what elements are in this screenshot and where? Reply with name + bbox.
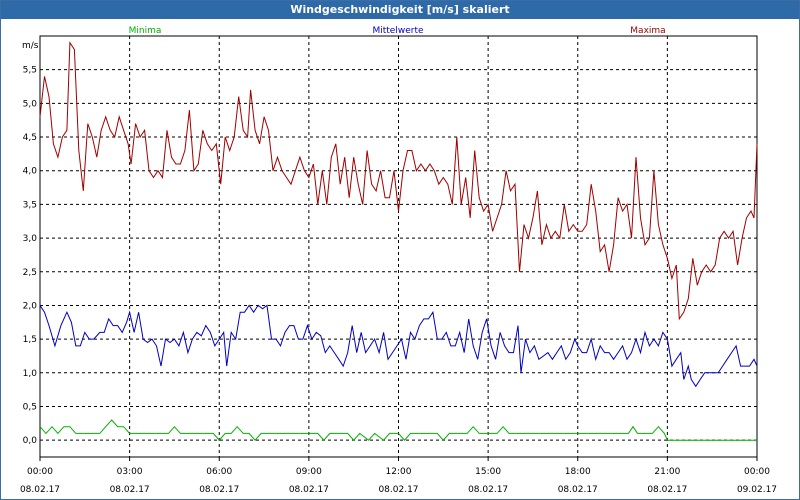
legend-minima: Minima — [129, 26, 162, 36]
y-tick-label: 5,0 — [23, 99, 38, 109]
y-tick-label: 3,5 — [23, 200, 37, 210]
chart-grid — [40, 36, 757, 457]
x-tick-time: 18:00 — [565, 467, 591, 477]
x-tick-date: 08.02.17 — [199, 485, 239, 495]
y-tick-label: 2,0 — [23, 301, 38, 311]
x-tick-time: 09:00 — [296, 467, 322, 477]
y-tick-label: 3,0 — [23, 234, 38, 244]
x-tick-date: 08.02.17 — [647, 485, 687, 495]
legend: Minima Mittelwerte Maxima — [129, 26, 666, 36]
x-tick-time: 12:00 — [386, 467, 412, 477]
x-tick-time: 21:00 — [654, 467, 680, 477]
series-lines — [39, 41, 758, 441]
x-tick-date: 08.02.17 — [110, 485, 150, 495]
series-maxima — [39, 41, 758, 321]
y-tick-label: 2,5 — [23, 268, 37, 278]
y-tick-label: 0,0 — [23, 436, 38, 446]
x-tick-date: 08.02.17 — [378, 485, 418, 495]
x-tick-date: 08.02.17 — [20, 485, 60, 495]
y-tick-label: 0,5 — [23, 402, 37, 412]
y-tick-label: 1,0 — [23, 369, 38, 379]
x-tick-time: 03:00 — [117, 467, 143, 477]
x-axis-ticks: 00:00 08.02.17 03:00 08.02.17 06:00 08.02.17 0… — [20, 457, 777, 495]
x-tick-date: 09.02.17 — [737, 485, 777, 495]
y-tick-label: 5,5 — [23, 66, 37, 76]
x-tick-time: 15:00 — [475, 467, 501, 477]
x-tick-date: 08.02.17 — [468, 485, 508, 495]
x-tick-time: 00:00 — [27, 467, 53, 477]
legend-mittelwerte: Mittelwerte — [372, 26, 423, 36]
y-tick-label: 1,5 — [23, 335, 37, 345]
x-tick-date: 08.02.17 — [558, 485, 598, 495]
x-tick-date: 08.02.17 — [289, 485, 329, 495]
y-tick-label: 4,5 — [23, 133, 37, 143]
x-tick-time: 06:00 — [206, 467, 232, 477]
y-axis-ticks: 0,0 0,5 1,0 1,5 2,0 2,5 3,0 3,5 4,0 4,5 5,0 5,5 — [23, 66, 38, 446]
y-axis-label: m/s — [22, 41, 39, 51]
window-title: Windgeschwindigkeit [m/s] skaliert — [1, 1, 799, 19]
x-tick-time: 00:00 — [744, 467, 770, 477]
y-tick-label: 4,0 — [23, 167, 38, 177]
legend-maxima: Maxima — [630, 26, 665, 36]
series-minima — [39, 419, 757, 441]
series-mittelwerte — [39, 304, 758, 388]
